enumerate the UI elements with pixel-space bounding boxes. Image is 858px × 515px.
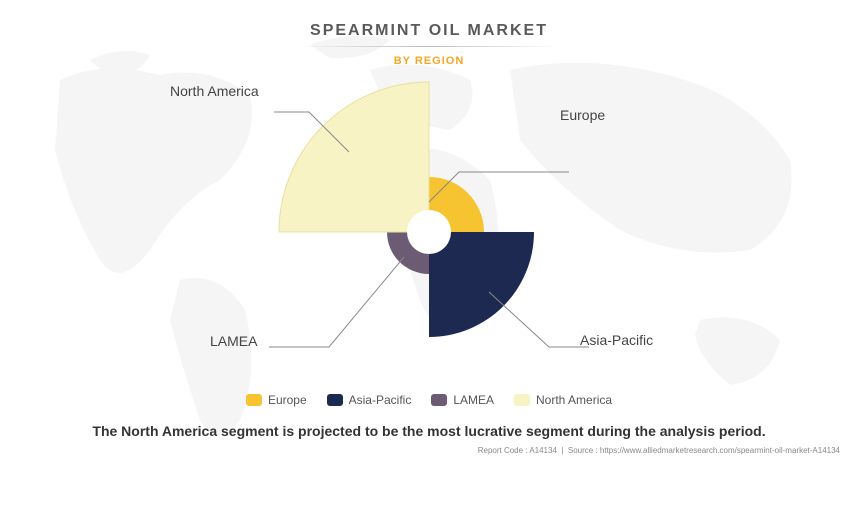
legend-item-asia-pacific: Asia-Pacific	[327, 393, 412, 407]
legend-item-europe: Europe	[246, 393, 307, 407]
label-north-america: North America	[170, 83, 259, 99]
segment-asia-pacific	[429, 232, 534, 337]
legend-label: LAMEA	[453, 393, 494, 407]
legend-label: Europe	[268, 393, 307, 407]
legend-swatch	[327, 394, 343, 406]
polar-chart: Europe Asia-Pacific LAMEA North America	[0, 77, 858, 387]
leader-lamea	[269, 257, 404, 347]
center-hole	[407, 210, 451, 254]
source-line: Report Code : A14134 | Source : https://…	[478, 446, 840, 455]
source-url: https://www.alliedmarketresearch.com/spe…	[600, 446, 840, 455]
legend-item-north-america: North America	[514, 393, 612, 407]
legend-swatch	[431, 394, 447, 406]
label-europe: Europe	[560, 107, 605, 123]
label-lamea: LAMEA	[210, 333, 257, 349]
legend-swatch	[514, 394, 530, 406]
report-code: A14134	[529, 446, 557, 455]
label-asia-pacific: Asia-Pacific	[580, 332, 653, 348]
legend-label: North America	[536, 393, 612, 407]
report-code-label: Report Code :	[478, 446, 528, 455]
footnote: The North America segment is projected t…	[0, 423, 858, 439]
segment-north-america	[279, 82, 429, 232]
chart-title: SPEARMINT OIL MARKET	[0, 0, 858, 40]
title-underline	[299, 46, 559, 47]
chart-subtitle: BY REGION	[0, 55, 858, 67]
legend-label: Asia-Pacific	[349, 393, 412, 407]
legend-item-lamea: LAMEA	[431, 393, 494, 407]
source-label: Source :	[568, 446, 598, 455]
legend: Europe Asia-Pacific LAMEA North America	[0, 393, 858, 409]
legend-swatch	[246, 394, 262, 406]
